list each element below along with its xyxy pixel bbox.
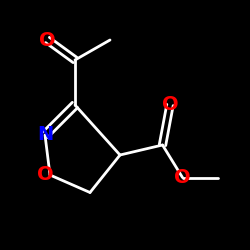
Text: O: O [37, 166, 53, 184]
Text: N: N [37, 126, 53, 144]
Text: O: O [39, 30, 56, 50]
Text: O: O [162, 96, 178, 114]
Text: O: O [174, 168, 191, 187]
